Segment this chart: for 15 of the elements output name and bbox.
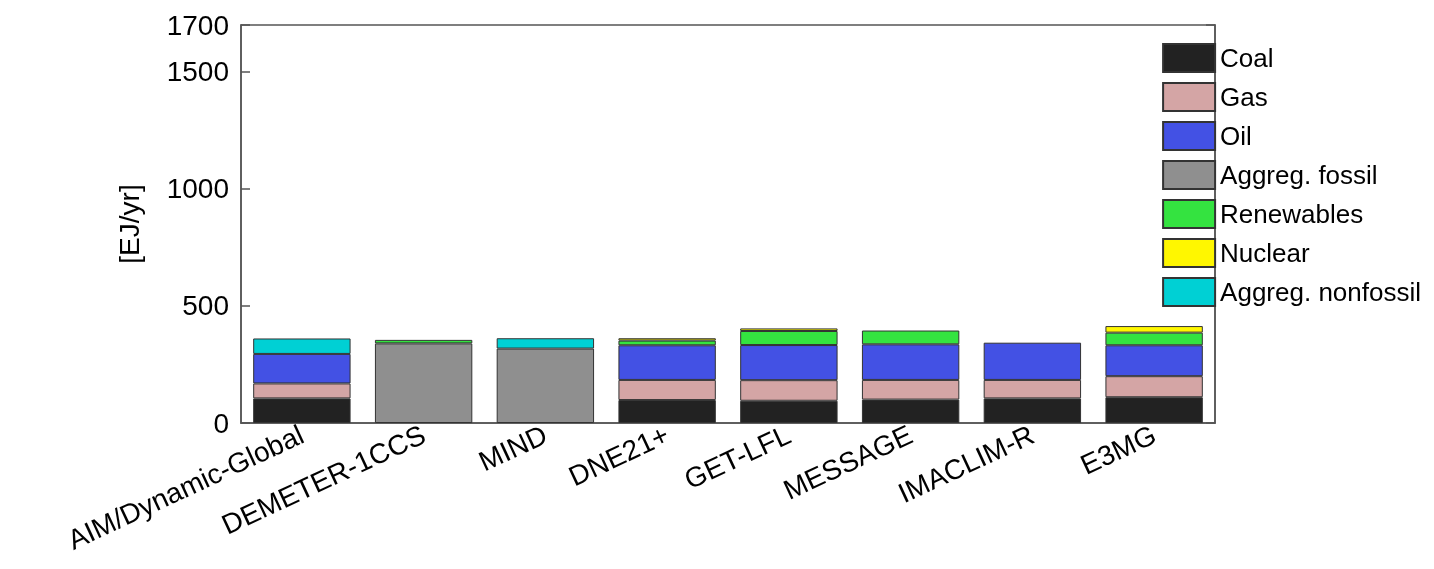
legend-label: Aggreg. fossil [1220, 160, 1378, 190]
y-tick-label: 1000 [166, 173, 229, 205]
x-tick-label: MIND [474, 418, 552, 478]
legend-label: Renewables [1220, 199, 1364, 229]
legend-label: Nuclear [1220, 238, 1311, 268]
y-tick-label: 500 [182, 290, 229, 322]
legend-label: Oil [1220, 121, 1252, 151]
legend-label: Gas [1220, 82, 1268, 112]
y-tick-label: 1700 [166, 9, 229, 41]
bar [374, 343, 473, 423]
y-tick-label: 1500 [166, 56, 229, 88]
legend-label: Coal [1220, 43, 1274, 73]
x-tick-label: E3MG [1075, 418, 1161, 481]
y-axis-title: [EJ/yr] [113, 184, 145, 264]
legend-label: Aggreg. nonfossil [1220, 277, 1421, 307]
